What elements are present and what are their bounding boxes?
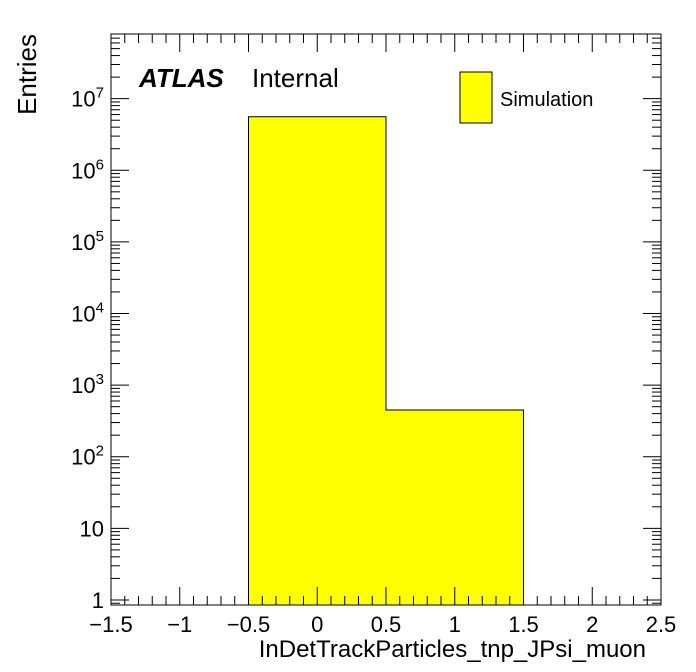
histogram-bars [248, 116, 524, 606]
histogram-bar-1 [386, 409, 524, 605]
y-tick-label: 102 [71, 443, 104, 470]
x-tick-label: 2 [586, 612, 598, 637]
y-tick-label: 106 [71, 156, 104, 183]
x-tick-labels: −1.5 −1 −0.5 0 0.5 1 1.5 2 2.5 [89, 612, 676, 637]
x-tick-label: −1 [167, 612, 192, 637]
atlas-label-bold: ATLAS [138, 63, 224, 93]
plot-frame [110, 33, 662, 606]
x-tick-label: 0.5 [371, 612, 402, 637]
y-tick-label: 105 [71, 228, 104, 255]
y-tick-label: 1 [92, 588, 104, 613]
x-tick-label: 0 [311, 612, 323, 637]
atlas-label: ATLAS Internal [138, 63, 339, 93]
y-tick-label: 104 [71, 300, 104, 327]
legend-swatch [459, 71, 493, 124]
histogram-bar-0 [248, 116, 386, 606]
y-axis-label: Entries [12, 34, 42, 115]
major-ticks [110, 34, 662, 605]
minor-ticks [111, 33, 661, 605]
x-tick-label: −0.5 [227, 612, 270, 637]
y-tick-labels: 1 10 102 103 104 105 106 107 [71, 85, 104, 613]
x-tick-label: −1.5 [89, 612, 132, 637]
legend-label-simulation: Simulation [500, 89, 593, 111]
histogram-outline [248, 116, 524, 605]
x-axis-label: InDetTrackParticles_tnp_JPsi_muon [259, 636, 646, 663]
x-tick-label: 1.5 [508, 612, 539, 637]
x-tick-label: 1 [449, 612, 461, 637]
x-tick-label: 2.5 [646, 612, 677, 637]
y-tick-label: 10 [80, 516, 104, 541]
atlas-label-status: Internal [252, 63, 339, 93]
legend: Simulation [459, 71, 593, 124]
y-tick-label: 103 [71, 371, 104, 398]
y-tick-label: 107 [71, 85, 104, 112]
